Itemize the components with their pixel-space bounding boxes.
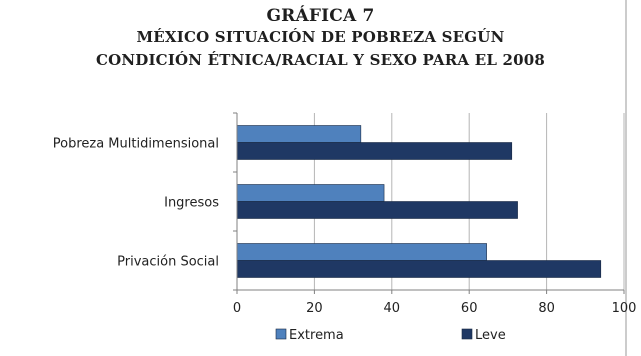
x-tick-label: 40 (384, 301, 401, 316)
chart-title-line-2: MÉXICO SITUACIÓN DE POBREZA SEGÚN (136, 28, 505, 46)
axis-group (233, 112, 625, 294)
legend-label-extrema: Extrema (289, 328, 344, 343)
legend: Extrema Leve (275, 328, 506, 343)
bars-group (236, 125, 602, 278)
x-tick-label: 20 (306, 301, 323, 316)
legend-swatch-extrema (275, 328, 287, 340)
bar-leve-0 (236, 142, 513, 160)
category-label: Pobreza Multidimensional (53, 137, 219, 152)
bar-leve-2 (236, 260, 602, 278)
category-label: Ingresos (164, 196, 219, 211)
x-tick-label: 80 (538, 301, 555, 316)
tick-labels: 0 20 40 60 80 100 (233, 301, 637, 316)
x-tick-label: 100 (612, 301, 637, 316)
legend-swatch-leve (461, 328, 473, 340)
x-tick-label: 0 (233, 301, 241, 316)
bar-extrema-2 (236, 243, 487, 261)
bar-extrema-1 (236, 184, 385, 202)
bar-leve-1 (236, 201, 518, 219)
category-label: Privación Social (117, 255, 219, 270)
x-tick-label: 60 (461, 301, 478, 316)
chart-title-line-3: CONDICIÓN ÉTNICA/RACIAL Y SEXO PARA EL 2… (95, 51, 546, 69)
bar-extrema-0 (236, 125, 362, 143)
category-labels: Pobreza Multidimensional Ingresos Privació… (53, 137, 219, 270)
legend-label-leve: Leve (475, 328, 506, 343)
chart-title-line-1: GRÁFICA 7 (266, 6, 375, 26)
